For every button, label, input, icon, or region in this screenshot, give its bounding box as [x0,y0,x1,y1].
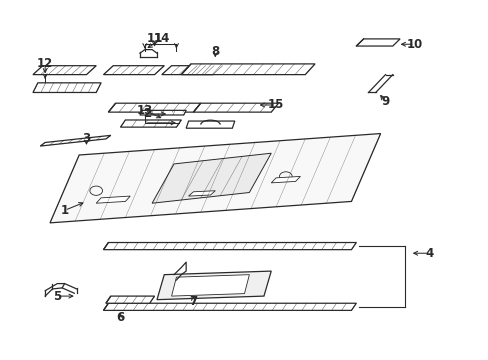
Polygon shape [157,271,271,300]
Polygon shape [181,64,314,75]
Text: 7: 7 [189,295,197,308]
Text: 14: 14 [153,32,170,45]
Polygon shape [181,64,191,75]
Text: 2: 2 [143,107,151,120]
Polygon shape [140,111,186,115]
Text: 11: 11 [146,32,163,45]
Polygon shape [188,191,215,196]
Polygon shape [162,66,222,75]
Polygon shape [193,103,278,112]
Polygon shape [120,120,181,127]
Polygon shape [103,243,108,249]
Polygon shape [106,296,111,303]
Polygon shape [152,153,271,203]
Text: 5: 5 [53,289,61,303]
Polygon shape [193,103,201,112]
Polygon shape [106,296,154,303]
Text: 1: 1 [61,204,68,217]
Polygon shape [108,103,201,112]
Text: 8: 8 [211,45,219,58]
Polygon shape [33,83,101,93]
Polygon shape [171,275,249,296]
Polygon shape [50,134,380,223]
Text: 15: 15 [267,99,284,112]
Polygon shape [271,176,300,183]
Text: 12: 12 [37,57,53,71]
Polygon shape [186,121,234,128]
Text: 6: 6 [116,311,124,324]
Polygon shape [103,303,108,310]
Polygon shape [103,303,356,310]
Polygon shape [96,196,130,203]
Polygon shape [108,103,116,112]
Polygon shape [103,243,356,249]
Text: 4: 4 [424,247,432,260]
Polygon shape [103,66,164,75]
Polygon shape [33,66,96,75]
Polygon shape [40,135,111,146]
Text: 10: 10 [406,38,422,51]
Text: 13: 13 [137,104,153,117]
Text: 9: 9 [381,95,389,108]
Polygon shape [356,39,399,46]
Text: 3: 3 [82,132,90,145]
